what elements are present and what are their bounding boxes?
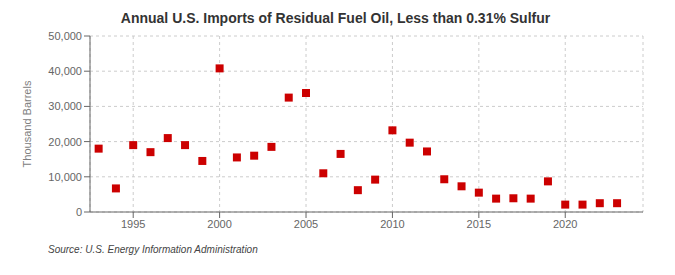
svg-text:2005: 2005 bbox=[294, 218, 318, 230]
html-text:Source: U.S. Energy Informatio: Source: U.S. Energy Information Administ… bbox=[48, 244, 258, 255]
svg-text:2015: 2015 bbox=[467, 218, 491, 230]
svg-text:40,000: 40,000 bbox=[48, 65, 82, 77]
svg-text:2010: 2010 bbox=[380, 218, 404, 230]
svg-text:50,000: 50,000 bbox=[48, 30, 82, 42]
svg-text:0: 0 bbox=[76, 206, 82, 218]
svg-text:1995: 1995 bbox=[121, 218, 145, 230]
html-text:Annual U.S. Imports of Residua: Annual U.S. Imports of Residual Fuel Oil… bbox=[120, 10, 551, 26]
svg-text:30,000: 30,000 bbox=[48, 100, 82, 112]
svg-text:2020: 2020 bbox=[553, 218, 577, 230]
svg-text:10,000: 10,000 bbox=[48, 171, 82, 183]
svg-text:Thousand Barrels: Thousand Barrels bbox=[21, 80, 33, 167]
svg-text:20,000: 20,000 bbox=[48, 136, 82, 148]
svg-text:2000: 2000 bbox=[207, 218, 231, 230]
